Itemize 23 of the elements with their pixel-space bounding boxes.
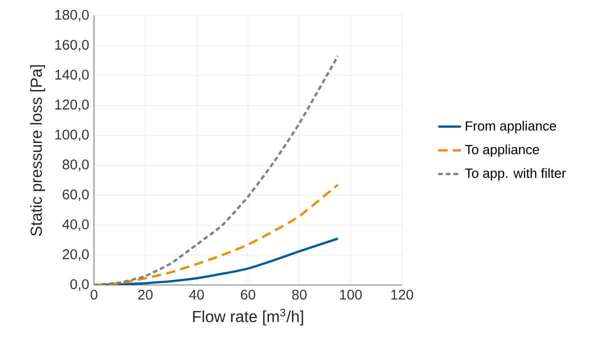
y-tick-label: 180,0 [55,10,89,22]
x-tick-label: 40 [189,290,204,300]
y-tick-label: 20,0 [62,249,89,261]
x-tick-label: 20 [138,290,153,300]
y-tick-label: 80,0 [62,160,89,172]
y-tick-label: 120,0 [55,100,89,112]
x-tick-label: 120 [391,290,414,300]
legend-label: From appliance [466,120,556,134]
x-axis-title: Flow rate [m$^{3}$/h] [193,308,304,326]
x-tick-label: 60 [240,290,256,300]
y-tick-label: 100,0 [55,130,89,142]
legend-label: To app. with filter [465,168,566,181]
x-tick-label: 100 [340,290,362,300]
y-tick-label: 140,0 [55,70,89,82]
y-axis-title: Static pressure loss [Pa] [30,65,46,236]
y-tick-label: 60,0 [62,189,89,202]
x-tick-label: 0 [90,290,98,300]
y-tick-label: 40,0 [62,219,89,231]
y-tick-label: 160,0 [55,40,89,52]
line-series [94,54,339,285]
legend-label: To appliance [465,144,540,157]
x-tick-label: 80 [292,290,307,300]
y-tick-label: 0,0 [70,279,89,291]
